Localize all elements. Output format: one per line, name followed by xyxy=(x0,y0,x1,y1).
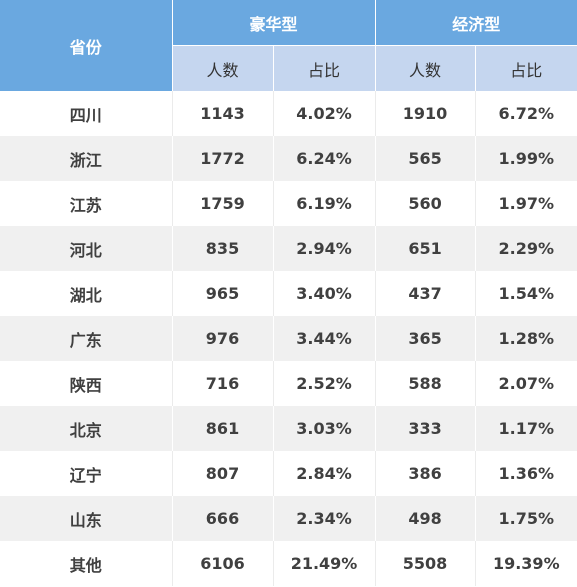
economy-percent-cell: 1.75% xyxy=(498,509,555,528)
luxury-count-cell: 1143 xyxy=(172,91,274,136)
luxury-count-cell: 6106 xyxy=(172,541,274,586)
luxury-count-cell: 976 xyxy=(172,316,274,361)
table-row: 河北 835 2.94% 651 2.29% xyxy=(0,226,577,271)
economy-count-cell: 651 xyxy=(375,226,476,271)
province-cell: 广东 xyxy=(0,316,173,361)
economy-count-cell: 1910 xyxy=(375,91,476,136)
economy-percent-cell: 6.72% xyxy=(498,104,555,123)
luxury-count-cell: 835 xyxy=(172,226,274,271)
table-row: 北京 861 3.03% 333 1.17% xyxy=(0,406,577,451)
economy-count-cell: 386 xyxy=(375,451,476,496)
economy-percent-cell: 1.99% xyxy=(498,149,555,168)
luxury-group-header: 豪华型 xyxy=(172,0,376,46)
table-body: 四川 1143 4.02% 1910 6.72% 浙江 1772 6.24% 5… xyxy=(0,91,577,586)
table-row: 广东 976 3.44% 365 1.28% xyxy=(0,316,577,361)
province-cell: 辽宁 xyxy=(0,451,173,496)
economy-count-cell: 333 xyxy=(375,406,476,451)
luxury-percent-cell: 3.03% xyxy=(273,406,376,451)
province-cell: 四川 xyxy=(0,91,173,136)
economy-percent-cell: 2.29% xyxy=(498,239,555,258)
luxury-percent-cell: 3.44% xyxy=(273,316,376,361)
province-cell: 江苏 xyxy=(0,181,173,226)
province-cell: 河北 xyxy=(0,226,173,271)
luxury-percent-cell: 2.52% xyxy=(273,361,376,406)
table-row: 江苏 1759 6.19% 560 1.97% xyxy=(0,181,577,226)
table-row: 其他 6106 21.49% 5508 19.39% xyxy=(0,541,577,586)
luxury-count-header: 人数 xyxy=(172,45,274,91)
luxury-count-cell: 861 xyxy=(172,406,274,451)
luxury-count-cell: 807 xyxy=(172,451,274,496)
province-cell: 浙江 xyxy=(0,136,173,181)
province-header: 省份 xyxy=(0,0,173,91)
economy-group-header: 经济型 xyxy=(375,0,577,46)
luxury-count-cell: 716 xyxy=(172,361,274,406)
luxury-percent-cell: 2.84% xyxy=(273,451,376,496)
luxury-percent-cell: 4.02% xyxy=(273,91,376,136)
economy-count-cell: 588 xyxy=(375,361,476,406)
economy-count-cell: 365 xyxy=(375,316,476,361)
table-row: 辽宁 807 2.84% 386 1.36% xyxy=(0,451,577,496)
province-cell: 湖北 xyxy=(0,271,173,316)
economy-count-header: 人数 xyxy=(375,45,476,91)
table-row: 陕西 716 2.52% 588 2.07% xyxy=(0,361,577,406)
economy-percent-cell: 1.54% xyxy=(498,284,555,303)
economy-percent-cell: 1.28% xyxy=(498,329,555,348)
province-cell: 山东 xyxy=(0,496,173,541)
economy-percent-cell: 19.39% xyxy=(492,554,560,573)
economy-count-cell: 560 xyxy=(375,181,476,226)
luxury-count-cell: 1759 xyxy=(172,181,274,226)
province-cell: 北京 xyxy=(0,406,173,451)
header-group-row: 省份 豪华型 经济型 xyxy=(0,0,577,91)
economy-percent-cell: 2.07% xyxy=(498,374,555,393)
header-sub-row: 人数 占比 人数 占比 xyxy=(0,45,577,91)
province-cell: 其他 xyxy=(0,541,173,586)
luxury-percent-cell: 2.94% xyxy=(273,226,376,271)
luxury-count-cell: 965 xyxy=(172,271,274,316)
table-row: 四川 1143 4.02% 1910 6.72% xyxy=(0,91,577,136)
economy-count-cell: 565 xyxy=(375,136,476,181)
economy-percent-cell: 1.36% xyxy=(498,464,555,483)
economy-count-cell: 437 xyxy=(375,271,476,316)
luxury-percent-cell: 21.49% xyxy=(273,541,376,586)
luxury-percent-cell: 6.24% xyxy=(273,136,376,181)
table-row: 湖北 965 3.40% 437 1.54% xyxy=(0,271,577,316)
economy-percent-cell: 1.97% xyxy=(498,194,555,213)
economy-count-cell: 498 xyxy=(375,496,476,541)
luxury-percent-cell: 2.34% xyxy=(273,496,376,541)
economy-count-cell: 5508 xyxy=(375,541,476,586)
table-row: 浙江 1772 6.24% 565 1.99% xyxy=(0,136,577,181)
table-row: 山东 666 2.34% 498 1.75% xyxy=(0,496,577,541)
luxury-count-cell: 666 xyxy=(172,496,274,541)
luxury-count-cell: 1772 xyxy=(172,136,274,181)
luxury-percent-cell: 3.40% xyxy=(273,271,376,316)
luxury-percent-header: 占比 xyxy=(273,45,376,91)
luxury-percent-cell: 6.19% xyxy=(273,181,376,226)
economy-percent-cell: 1.17% xyxy=(498,419,555,438)
economy-percent-header: 占比 xyxy=(475,45,577,91)
province-cell: 陕西 xyxy=(0,361,173,406)
